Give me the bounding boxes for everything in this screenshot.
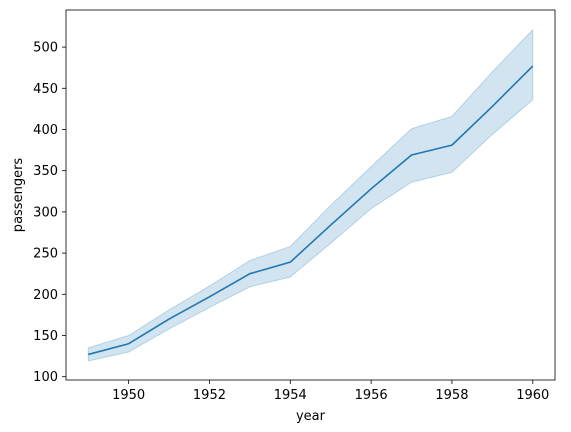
y-tick-label: 250 (33, 247, 58, 262)
x-tick-label: 1960 (516, 388, 549, 403)
series-line-layer (88, 65, 534, 356)
y-tick-label: 150 (33, 329, 58, 344)
y-tick-label: 200 (33, 288, 58, 303)
x-axis-label: year (296, 409, 326, 424)
confidence-band-layer (87, 28, 534, 362)
y-tick-label: 300 (33, 205, 58, 220)
plot-frame (65, 9, 556, 381)
y-tick-label: 450 (33, 82, 58, 97)
x-axis-ticks: 1950 1952 1954 1956 1958 1960 (112, 380, 549, 403)
x-tick-label: 1950 (112, 388, 145, 403)
x-tick-label: 1952 (193, 388, 226, 403)
confidence-band-0 (87, 28, 534, 362)
y-axis-ticks: 100 150 200 250 300 350 400 450 500 (33, 41, 66, 385)
y-axis-label: passengers (11, 158, 26, 233)
y-tick-label: 500 (33, 41, 58, 56)
x-tick-label: 1956 (355, 388, 388, 403)
y-tick-label: 100 (33, 370, 58, 385)
x-tick-label: 1954 (274, 388, 307, 403)
y-tick-label: 400 (33, 123, 58, 138)
y-tick-label: 350 (33, 164, 58, 179)
series-line-0 (88, 65, 534, 356)
x-tick-label: 1958 (435, 388, 468, 403)
